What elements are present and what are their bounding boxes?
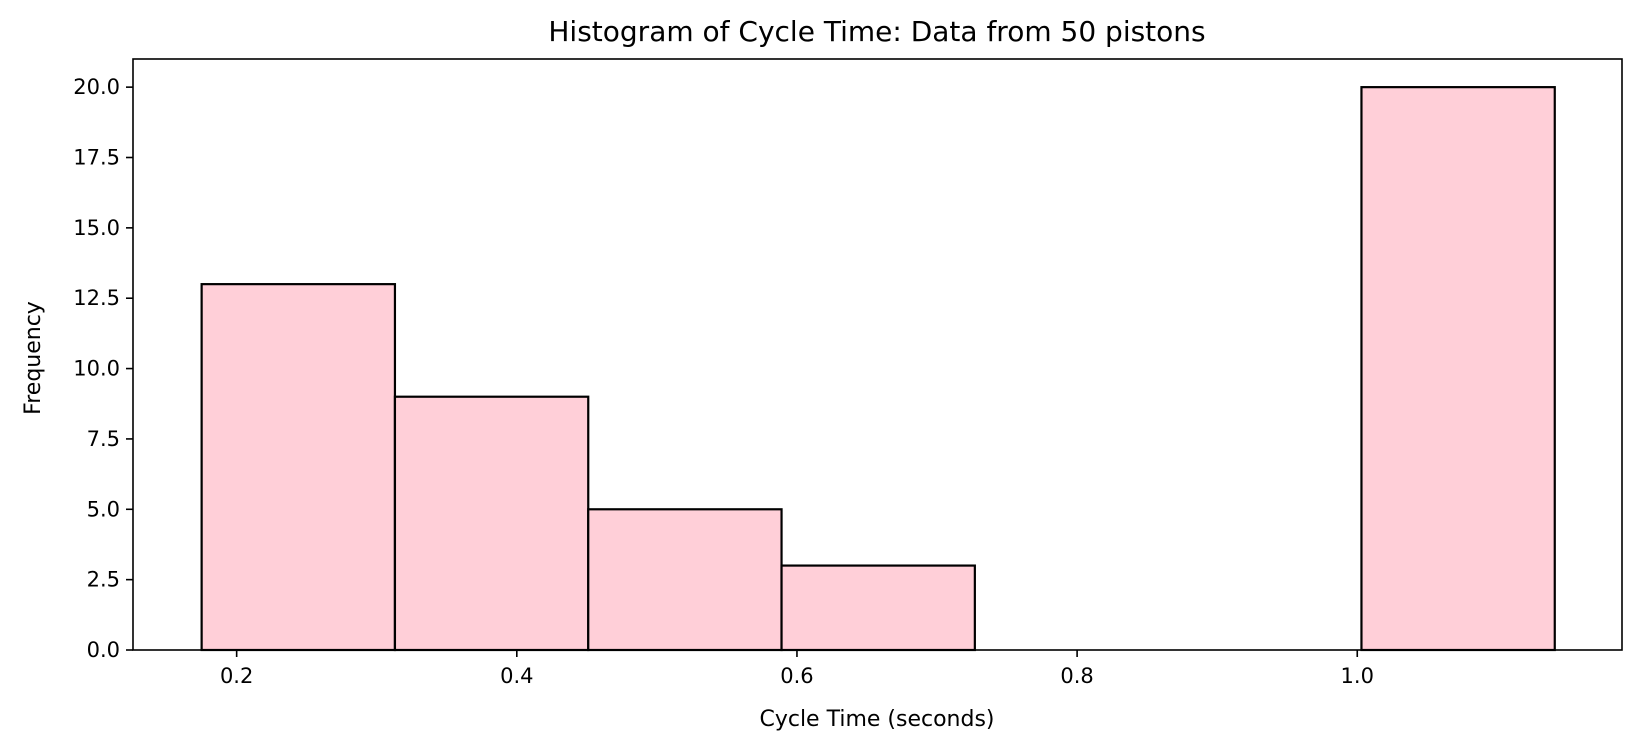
y-tick-label: 15.0	[73, 216, 120, 240]
y-tick-label: 2.5	[87, 568, 120, 592]
x-axis-ticks: 0.2 0.4 0.6 0.8 1.0	[220, 650, 1374, 688]
x-tick-label: 1.0	[1341, 664, 1374, 688]
y-axis-label: Frequency	[21, 301, 46, 415]
y-tick-label: 20.0	[73, 75, 120, 99]
histogram-bar-2	[393, 395, 590, 652]
x-tick-label: 0.4	[500, 664, 533, 688]
y-tick-label: 17.5	[73, 146, 120, 170]
histogram-bar-7	[1360, 86, 1556, 652]
x-tick-label: 0.2	[220, 664, 253, 688]
histogram-bar-4	[780, 564, 976, 652]
x-axis-label: Cycle Time (seconds)	[759, 707, 994, 732]
plot-area-frame	[132, 58, 1623, 651]
x-tick-label: 0.6	[780, 664, 813, 688]
chart-title: Histogram of Cycle Time: Data from 50 pi…	[548, 15, 1205, 48]
x-tick-label: 0.8	[1060, 664, 1093, 688]
histogram-bar-3	[587, 508, 783, 652]
y-tick-label: 10.0	[73, 357, 120, 381]
y-axis-ticks: 0.0 2.5 5.0 7.5 10.0 12.5 15.0 17.5 20.0	[73, 75, 133, 662]
y-tick-label: 7.5	[87, 427, 120, 451]
bars-group	[200, 86, 1556, 652]
y-tick-label: 0.0	[87, 638, 120, 662]
y-tick-label: 5.0	[87, 497, 120, 521]
histogram-bar-1	[200, 283, 397, 652]
y-tick-label: 12.5	[73, 286, 120, 310]
